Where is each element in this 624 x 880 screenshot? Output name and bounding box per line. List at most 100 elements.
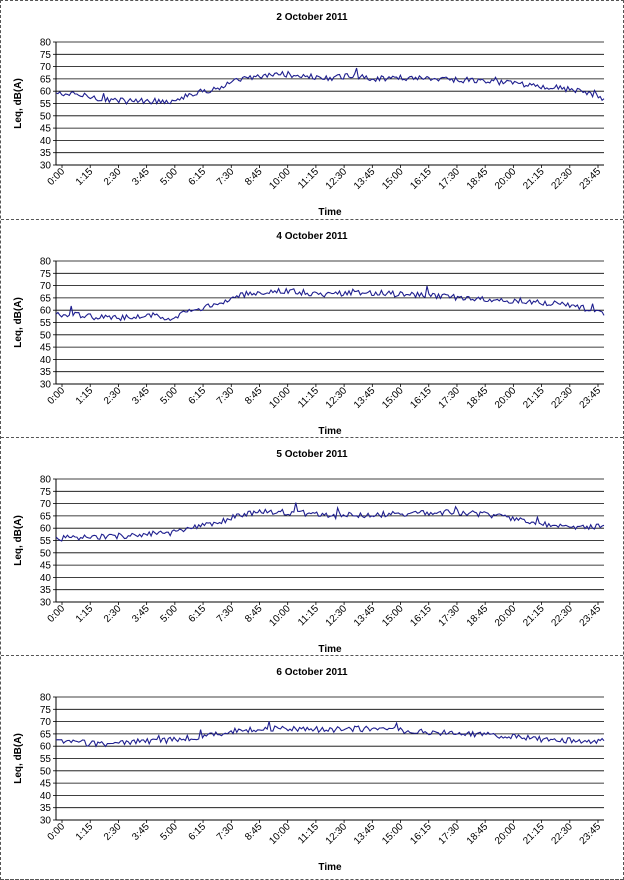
x-tick-label: 8:45 — [243, 166, 265, 188]
y-axis-label: Leq, dB(A) — [13, 297, 24, 348]
x-tick-label: 20:00 — [493, 166, 519, 192]
x-tick-label: 1:15 — [74, 603, 96, 625]
y-tick-label: 60 — [40, 87, 52, 98]
x-tick-label: 16:15 — [408, 166, 434, 192]
x-tick-label: 6:15 — [187, 603, 209, 625]
x-tick-label: 16:15 — [408, 821, 434, 847]
x-tick-label: 2:30 — [102, 603, 124, 625]
x-tick-label: 8:45 — [243, 385, 265, 407]
x-tick-label: 18:45 — [465, 385, 491, 411]
y-tick-label: 65 — [40, 74, 52, 85]
y-tick-label: 80 — [40, 475, 52, 486]
x-tick-label: 11:15 — [296, 603, 321, 628]
chart-panel-1: 2 October 2011 30 35 40 45 50 55 60 65 70 75 80 0:00… — [1, 1, 623, 220]
y-tick-label: 70 — [40, 717, 52, 728]
x-tick-label: 2:30 — [102, 166, 124, 188]
chart-svg-2: 4 October 201130354045505560657075800:00… — [13, 231, 605, 437]
x-tick-label: 1:15 — [74, 821, 96, 843]
y-tick-label: 35 — [40, 585, 52, 596]
x-tick-label: 10:00 — [267, 385, 293, 411]
y-tick-label: 30 — [40, 816, 52, 827]
chart-svg-3: 5 October 201130354045505560657075800:00… — [13, 449, 605, 655]
x-tick-label: 16:15 — [408, 385, 434, 411]
x-axis-label: Time — [318, 862, 342, 873]
x-tick-label: 23:45 — [578, 385, 604, 411]
y-tick-label: 30 — [40, 380, 52, 391]
series-line — [55, 67, 605, 106]
x-tick-label: 16:15 — [408, 603, 434, 629]
y-tick-label: 40 — [40, 791, 52, 802]
series-line — [55, 502, 605, 542]
y-tick-label: 65 — [40, 729, 52, 740]
x-tick-label: 7:30 — [215, 385, 237, 407]
x-tick-label: 13:45 — [352, 385, 378, 411]
chart-title: 5 October 2011 — [276, 449, 348, 460]
y-tick-label: 40 — [40, 573, 52, 584]
x-tick-label: 20:00 — [493, 821, 519, 847]
y-tick-label: 75 — [40, 50, 52, 61]
x-tick-label: 6:15 — [187, 385, 209, 407]
x-tick-label: 10:00 — [267, 166, 293, 192]
x-axis-label: Time — [318, 207, 342, 218]
y-tick-label: 70 — [40, 62, 52, 73]
x-tick-label: 11:15 — [296, 385, 321, 410]
x-tick-label: 8:45 — [243, 603, 265, 625]
x-tick-label: 15:00 — [380, 166, 406, 192]
y-tick-label: 75 — [40, 705, 52, 716]
chart-title: 2 October 2011 — [276, 12, 348, 23]
y-tick-label: 40 — [40, 136, 52, 147]
x-tick-label: 13:45 — [352, 166, 378, 192]
x-tick-label: 7:30 — [215, 821, 237, 843]
chart-svg-4: 6 October 201130354045505560657075800:00… — [13, 667, 605, 873]
x-tick-label: 15:00 — [380, 821, 406, 847]
x-tick-label: 22:30 — [549, 603, 575, 629]
x-tick-label: 8:45 — [243, 821, 265, 843]
y-tick-label: 40 — [40, 355, 52, 366]
y-tick-label: 60 — [40, 742, 52, 753]
y-tick-label: 45 — [40, 343, 52, 354]
y-tick-label: 30 — [40, 161, 52, 172]
chart-title: 6 October 2011 — [276, 667, 348, 678]
y-tick-label: 70 — [40, 281, 52, 292]
y-tick-label: 35 — [40, 803, 52, 814]
x-tick-label: 11:15 — [296, 166, 321, 191]
x-tick-label: 7:30 — [215, 166, 237, 188]
y-tick-label: 50 — [40, 330, 52, 341]
x-tick-label: 17:30 — [437, 821, 463, 847]
y-tick-label: 75 — [40, 487, 52, 498]
x-tick-label: 23:45 — [578, 603, 604, 629]
x-tick-label: 13:45 — [352, 821, 378, 847]
y-tick-label: 50 — [40, 111, 52, 122]
x-tick-label: 20:00 — [493, 385, 519, 411]
x-tick-label: 17:30 — [437, 166, 463, 192]
y-tick-label: 75 — [40, 269, 52, 280]
x-tick-label: 12:30 — [324, 821, 350, 847]
x-tick-label: 21:15 — [521, 166, 547, 192]
series-line — [55, 721, 605, 748]
y-tick-label: 55 — [40, 318, 52, 329]
x-tick-label: 22:30 — [549, 821, 575, 847]
y-axis-label: Leq, dB(A) — [13, 515, 24, 566]
x-tick-label: 18:45 — [465, 166, 491, 192]
x-tick-label: 3:45 — [130, 166, 152, 188]
x-tick-label: 1:15 — [74, 166, 96, 188]
x-tick-label: 5:00 — [158, 385, 180, 407]
y-tick-label: 35 — [40, 148, 52, 159]
x-tick-label: 21:15 — [521, 603, 547, 629]
x-tick-label: 13:45 — [352, 603, 378, 629]
x-tick-label: 5:00 — [158, 603, 180, 625]
y-axis-label: Leq, dB(A) — [13, 733, 24, 784]
x-tick-label: 5:00 — [158, 821, 180, 843]
x-tick-label: 22:30 — [549, 385, 575, 411]
x-tick-label: 12:30 — [324, 603, 350, 629]
y-tick-label: 30 — [40, 598, 52, 609]
x-tick-label: 18:45 — [465, 821, 491, 847]
x-tick-label: 6:15 — [187, 166, 209, 188]
x-tick-label: 23:45 — [578, 166, 604, 192]
x-tick-label: 11:15 — [296, 821, 321, 846]
x-axis-label: Time — [318, 426, 342, 437]
y-tick-label: 65 — [40, 511, 52, 522]
x-tick-label: 17:30 — [437, 385, 463, 411]
x-tick-label: 21:15 — [521, 385, 547, 411]
chart-panel-3: 5 October 2011 30 35 40 45 50 55 60 65 70 75 80 0:00… — [1, 438, 623, 656]
